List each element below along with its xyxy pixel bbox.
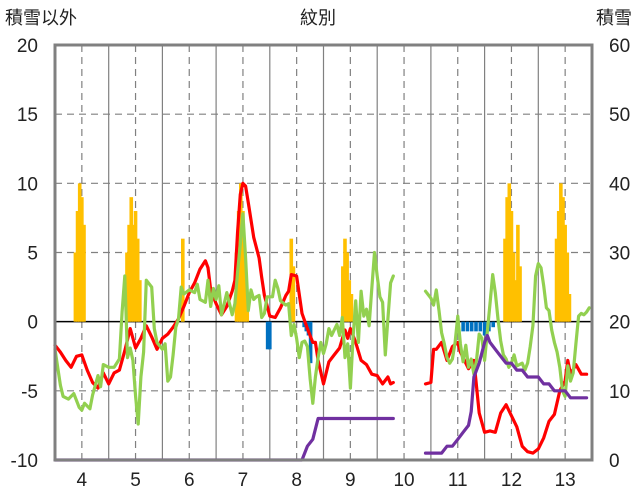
left-axis-label: 積雪以外 xyxy=(5,8,77,29)
bar-positive xyxy=(518,266,522,322)
bar-positive xyxy=(80,197,84,322)
bar-positive xyxy=(567,294,572,322)
bar-positive xyxy=(509,211,514,322)
x-tick-label: 5 xyxy=(130,470,141,491)
line-series xyxy=(53,181,591,462)
y-left-tick-label: 0 xyxy=(27,313,38,334)
bar-positive xyxy=(345,252,349,322)
bar-positive xyxy=(565,252,570,322)
bar-positive xyxy=(131,224,136,322)
bar-negative xyxy=(308,321,313,364)
bar-positive xyxy=(243,252,247,322)
plot-frame xyxy=(53,43,594,462)
bar-positive xyxy=(138,280,142,322)
x-tick-label: 12 xyxy=(501,470,522,491)
line-green xyxy=(53,212,395,426)
bar-negative xyxy=(302,321,306,328)
x-tick-label: 13 xyxy=(555,470,576,491)
x-tick-label: 10 xyxy=(393,470,414,491)
y-right-tick-label: 40 xyxy=(609,174,630,195)
x-tick-label: 9 xyxy=(345,470,356,491)
bar-negative xyxy=(265,321,270,350)
bar-negative xyxy=(469,321,474,332)
bar-positive xyxy=(291,266,296,322)
y-right-tick-label: 20 xyxy=(609,313,630,334)
x-tick-label: 7 xyxy=(238,470,249,491)
bar-positive xyxy=(349,294,354,322)
y-left-tick-label: -5 xyxy=(21,382,38,403)
y-left-tick-label: 10 xyxy=(17,174,38,195)
bar-positive xyxy=(135,238,140,322)
y-right-tick-label: 0 xyxy=(609,451,620,472)
bar-positive xyxy=(347,280,352,322)
line-purple xyxy=(423,333,589,455)
x-tick-label: 11 xyxy=(448,470,468,491)
bar-positive xyxy=(554,238,559,322)
bar-positive xyxy=(241,211,245,322)
y-right-tick-label: 30 xyxy=(609,244,630,265)
x-tick-label: 4 xyxy=(77,470,88,491)
bar-positive xyxy=(82,224,86,322)
bar-positive xyxy=(556,211,561,322)
bar-positive xyxy=(563,224,567,322)
y-left-tick-label: 20 xyxy=(17,36,38,57)
y-left-tick-label: 5 xyxy=(27,244,38,265)
x-tick-label: 8 xyxy=(291,470,302,491)
bar-positive xyxy=(181,238,185,322)
bar-positive xyxy=(513,280,518,322)
bar-positive xyxy=(343,238,347,322)
right-axis-label: 積雪 xyxy=(596,8,632,29)
bar-positive xyxy=(129,197,134,322)
bar-negative xyxy=(482,321,487,336)
y-right-tick-label: 10 xyxy=(609,382,630,403)
bar-positive xyxy=(125,252,129,322)
bar-positive xyxy=(133,211,138,322)
bar-positive xyxy=(341,266,345,322)
bar-negative xyxy=(461,321,465,332)
chart-title: 紋別 xyxy=(300,8,336,29)
bar-positive xyxy=(503,238,507,322)
bar-positive xyxy=(561,197,565,322)
line-red xyxy=(53,181,395,390)
bar-negative xyxy=(474,321,478,332)
bar-negative xyxy=(491,321,495,328)
bar-positive xyxy=(507,183,512,322)
bar-positive xyxy=(516,224,520,322)
y-right-tick-label: 50 xyxy=(609,105,630,126)
bar-positive xyxy=(77,183,82,322)
bar-positive xyxy=(511,252,516,322)
bar-positive xyxy=(75,211,80,322)
bar-positive xyxy=(505,197,509,322)
bar-positive xyxy=(127,224,131,322)
bar-negative xyxy=(268,321,272,350)
bar-positive xyxy=(73,252,78,322)
bar-positive xyxy=(559,183,563,322)
y-right-tick-label: 60 xyxy=(609,36,630,57)
y-left-tick-label: 15 xyxy=(17,105,38,126)
y-left-tick-label: -10 xyxy=(11,451,38,472)
bar-negative xyxy=(478,321,483,332)
bar-negative xyxy=(465,321,470,332)
x-tick-label: 6 xyxy=(184,470,195,491)
